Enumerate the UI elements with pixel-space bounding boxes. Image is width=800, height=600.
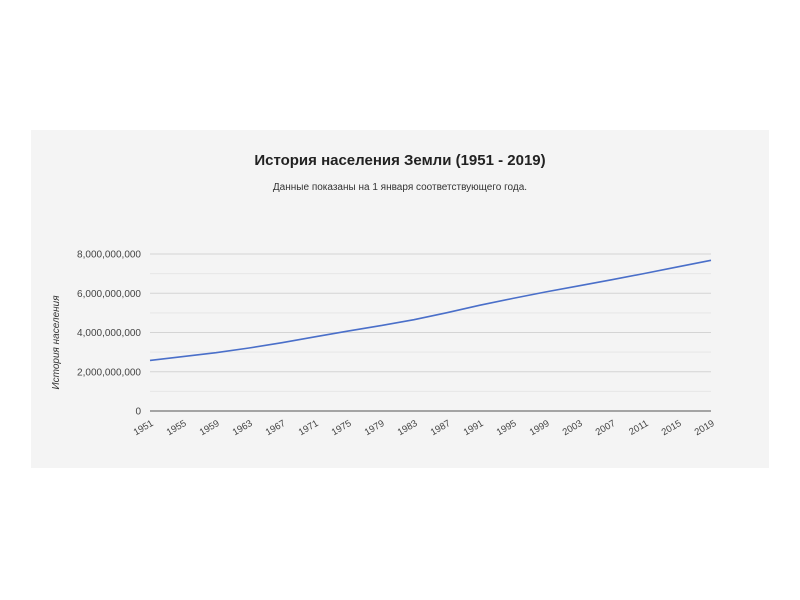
x-tick-label: 1983 <box>396 418 420 438</box>
x-tick-label: 2019 <box>693 418 717 438</box>
x-axis-ticks: 1951 1955 1959 1963 1967 1971 1975 1979 1983 1987… <box>132 418 717 438</box>
x-tick-label: 1987 <box>429 418 453 438</box>
x-tick-label: 1963 <box>231 418 255 438</box>
x-tick-label: 1975 <box>330 418 354 438</box>
x-tick-label: 1999 <box>528 418 552 438</box>
x-tick-label: 1955 <box>165 418 189 438</box>
y-axis-ticks: 0 2,000,000,000 4,000,000,000 6,000,000,000… <box>77 250 141 418</box>
x-tick-label: 2007 <box>594 418 618 438</box>
x-tick-label: 1971 <box>297 418 321 438</box>
x-tick-label: 1967 <box>264 418 288 438</box>
x-tick-label: 1979 <box>363 418 387 438</box>
population-series-line <box>149 259 712 362</box>
chart-title: История населения Земли (1951 - 2019) <box>254 152 546 169</box>
chart-panel: История населения Земли (1951 - 2019) Да… <box>31 130 769 468</box>
x-tick-label: 2003 <box>561 418 585 438</box>
population-line-chart: 0 2,000,000,000 4,000,000,000 6,000,000,000… <box>51 250 717 439</box>
x-tick-label: 2015 <box>660 418 684 438</box>
grid-layer <box>150 253 711 412</box>
y-tick-label: 6,000,000,000 <box>77 289 141 300</box>
y-tick-label: 4,000,000,000 <box>77 328 141 339</box>
x-tick-label: 1991 <box>462 418 486 438</box>
y-tick-label: 0 <box>135 407 141 418</box>
y-tick-label: 2,000,000,000 <box>77 367 141 378</box>
y-tick-label: 8,000,000,000 <box>77 250 141 261</box>
x-tick-label: 1951 <box>132 418 156 438</box>
x-tick-label: 2011 <box>627 418 650 438</box>
x-tick-label: 1995 <box>495 418 519 438</box>
series-layer <box>149 259 712 362</box>
y-axis-label: История населения <box>51 295 62 390</box>
chart-subtitle: Данные показаны на 1 января соответствую… <box>272 182 528 193</box>
x-tick-label: 1959 <box>198 418 222 438</box>
